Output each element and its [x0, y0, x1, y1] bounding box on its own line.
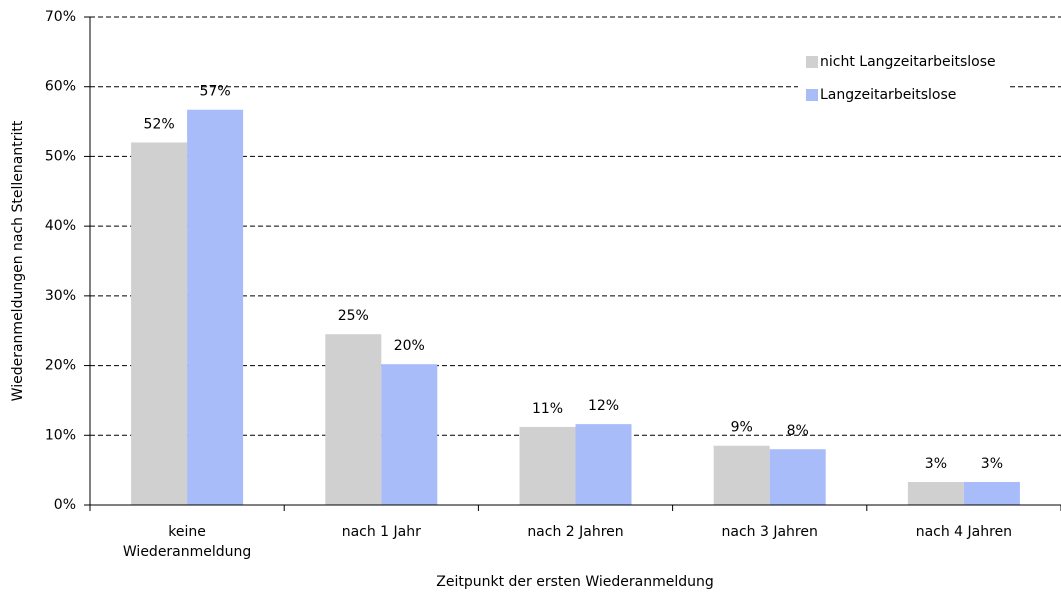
- bar: [381, 364, 438, 505]
- legend-box: [798, 45, 1010, 111]
- x-axis-title: Zeitpunkt der ersten Wiederanmeldung: [436, 574, 713, 590]
- bar: [325, 334, 382, 505]
- y-tick-label: 40%: [45, 218, 76, 234]
- x-tick-label: nach 3 Jahren: [721, 524, 818, 540]
- y-tick-label: 0%: [54, 497, 76, 513]
- bar: [963, 481, 1020, 505]
- data-label: 57%: [200, 84, 231, 100]
- bar: [131, 142, 188, 505]
- data-label: 20%: [394, 338, 425, 354]
- data-label: 25%: [338, 308, 369, 324]
- bar: [187, 109, 244, 505]
- y-tick-label: 60%: [45, 79, 76, 95]
- y-axis-title: Wiederanmeldungen nach Stellenantritt: [10, 120, 26, 401]
- bar: [907, 481, 964, 505]
- data-label: 3%: [925, 456, 947, 472]
- legend-label: Langzeitarbeitslose: [820, 87, 956, 103]
- y-tick-label: 20%: [45, 358, 76, 374]
- y-tick-label: 10%: [45, 427, 76, 443]
- y-tick-label: 50%: [45, 148, 76, 164]
- data-label: 11%: [532, 401, 563, 417]
- data-label: 8%: [787, 423, 809, 439]
- data-label: 52%: [144, 116, 175, 132]
- data-label: 3%: [981, 456, 1003, 472]
- legend-swatch: [806, 89, 818, 101]
- y-tick-label: 30%: [45, 288, 76, 304]
- x-tick-label: nach 1 Jahr: [341, 524, 421, 540]
- bar: [575, 424, 632, 505]
- x-tick-label: keine Wiederanmeldung: [122, 524, 252, 560]
- bar: [769, 449, 826, 505]
- x-tick-label: nach 2 Jahren: [527, 524, 624, 540]
- bar: [713, 445, 770, 505]
- x-tick-label: nach 4 Jahren: [915, 524, 1013, 540]
- data-label: 12%: [588, 398, 619, 414]
- data-label: 9%: [731, 420, 753, 436]
- y-tick-label: 70%: [45, 9, 76, 25]
- bar: [519, 426, 576, 505]
- legend-swatch: [806, 56, 818, 68]
- legend-label: nicht Langzeitarbeitslose: [820, 54, 996, 70]
